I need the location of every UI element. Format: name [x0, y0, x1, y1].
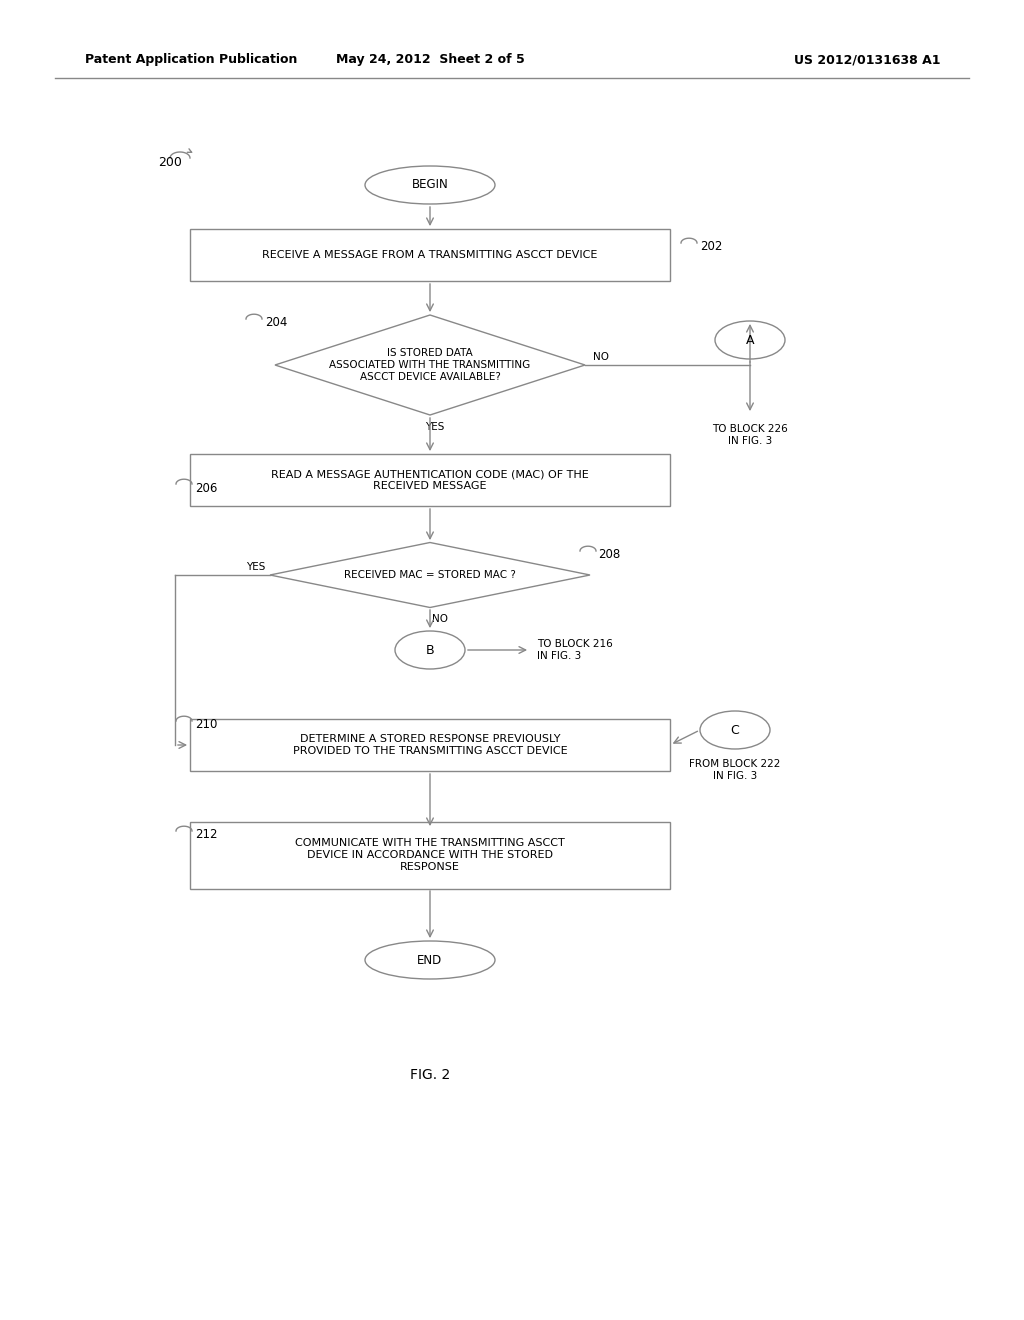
Text: A: A — [745, 334, 755, 346]
Text: NO: NO — [593, 352, 609, 362]
Text: 206: 206 — [195, 482, 217, 495]
Text: 202: 202 — [700, 240, 722, 253]
Ellipse shape — [365, 166, 495, 205]
Text: C: C — [731, 723, 739, 737]
Text: 204: 204 — [265, 317, 288, 330]
Text: 212: 212 — [195, 829, 217, 842]
Bar — [190, 228, 670, 281]
Ellipse shape — [715, 321, 785, 359]
Text: B: B — [426, 644, 434, 656]
Bar — [190, 821, 670, 888]
Text: BEGIN: BEGIN — [412, 178, 449, 191]
Text: READ A MESSAGE AUTHENTICATION CODE (MAC) OF THE
RECEIVED MESSAGE: READ A MESSAGE AUTHENTICATION CODE (MAC)… — [271, 469, 589, 491]
Text: FIG. 2: FIG. 2 — [410, 1068, 451, 1082]
Text: COMMUNICATE WITH THE TRANSMITTING ASCCT
DEVICE IN ACCORDANCE WITH THE STORED
RES: COMMUNICATE WITH THE TRANSMITTING ASCCT … — [295, 838, 565, 871]
Text: RECEIVE A MESSAGE FROM A TRANSMITTING ASCCT DEVICE: RECEIVE A MESSAGE FROM A TRANSMITTING AS… — [262, 249, 598, 260]
Polygon shape — [275, 315, 585, 414]
Text: RECEIVED MAC = STORED MAC ?: RECEIVED MAC = STORED MAC ? — [344, 570, 516, 579]
Ellipse shape — [395, 631, 465, 669]
Text: DETERMINE A STORED RESPONSE PREVIOUSLY
PROVIDED TO THE TRANSMITTING ASCCT DEVICE: DETERMINE A STORED RESPONSE PREVIOUSLY P… — [293, 734, 567, 756]
Text: 208: 208 — [598, 549, 621, 561]
Bar — [190, 719, 670, 771]
Text: IS STORED DATA
ASSOCIATED WITH THE TRANSMITTING
ASCCT DEVICE AVAILABLE?: IS STORED DATA ASSOCIATED WITH THE TRANS… — [330, 348, 530, 381]
Text: FROM BLOCK 222
IN FIG. 3: FROM BLOCK 222 IN FIG. 3 — [689, 759, 780, 780]
Ellipse shape — [365, 941, 495, 979]
Text: TO BLOCK 226
IN FIG. 3: TO BLOCK 226 IN FIG. 3 — [712, 424, 787, 446]
Text: US 2012/0131638 A1: US 2012/0131638 A1 — [794, 54, 940, 66]
Bar — [190, 454, 670, 506]
Text: YES: YES — [425, 422, 444, 432]
Text: 210: 210 — [195, 718, 217, 731]
Text: May 24, 2012  Sheet 2 of 5: May 24, 2012 Sheet 2 of 5 — [336, 54, 524, 66]
Text: YES: YES — [246, 562, 265, 572]
Text: 200: 200 — [158, 157, 182, 169]
Text: TO BLOCK 216
IN FIG. 3: TO BLOCK 216 IN FIG. 3 — [537, 639, 612, 661]
Polygon shape — [270, 543, 590, 607]
Ellipse shape — [700, 711, 770, 748]
Text: END: END — [418, 953, 442, 966]
Text: Patent Application Publication: Patent Application Publication — [85, 54, 297, 66]
Text: NO: NO — [432, 614, 449, 624]
